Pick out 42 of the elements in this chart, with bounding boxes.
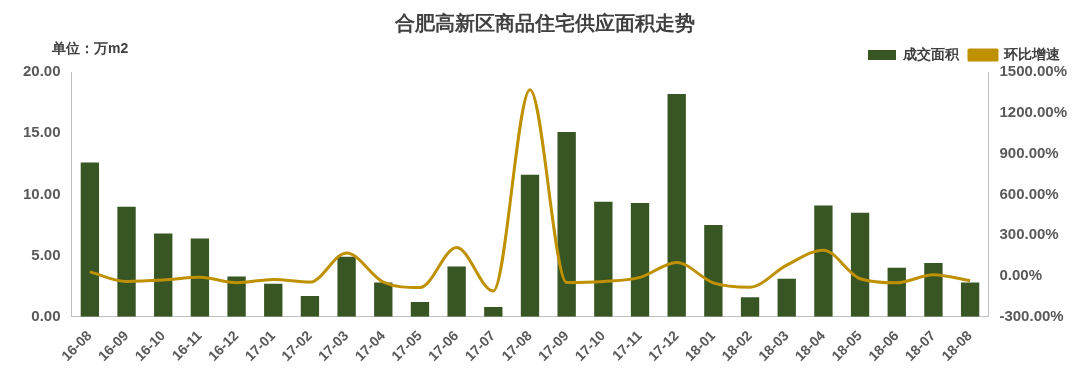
bar (557, 131, 576, 317)
bar (850, 212, 870, 317)
bar (410, 302, 430, 317)
y-tick-label: 0.00 (31, 306, 61, 324)
bar (227, 276, 246, 317)
bar (704, 225, 723, 317)
bar (887, 267, 906, 317)
legend-label: 成交面积 (902, 45, 960, 62)
y-tick-label: 20.00 (22, 62, 61, 80)
y-tick-label: 15.00 (22, 123, 61, 141)
y2-tick-label: 1500.00% (999, 62, 1067, 80)
bar (924, 262, 943, 317)
bar (447, 266, 466, 317)
bar (630, 202, 650, 317)
y2-tick-label: -300.00% (999, 306, 1064, 324)
bar (594, 201, 613, 317)
bar (80, 162, 100, 317)
bar (154, 233, 173, 317)
bar (117, 206, 136, 317)
y-tick-label: 10.00 (22, 184, 61, 202)
y-tick-label: 5.00 (31, 245, 61, 263)
y2-tick-label: 1200.00% (999, 102, 1067, 120)
legend-label: 环比增速 (1003, 45, 1061, 62)
y-axis-title: 单位：万m2 (52, 40, 129, 58)
bar (667, 94, 686, 317)
line-series (88, 88, 972, 293)
y2-tick-label: 0.00% (999, 266, 1042, 284)
bar (520, 174, 540, 317)
bar (264, 283, 283, 317)
bar (374, 282, 393, 317)
y2-tick-label: 600.00% (999, 184, 1059, 202)
bar (777, 278, 796, 317)
bar (484, 307, 503, 317)
bar (300, 295, 320, 317)
y2-tick-label: 300.00% (999, 225, 1059, 243)
bar (814, 205, 833, 317)
bar (740, 297, 760, 317)
chart-title: 合肥高新区商品住宅供应面积走势 (394, 11, 695, 34)
bar (960, 282, 980, 317)
bar (190, 238, 210, 317)
y2-tick-label: 900.00% (999, 143, 1059, 161)
bar (337, 256, 356, 317)
